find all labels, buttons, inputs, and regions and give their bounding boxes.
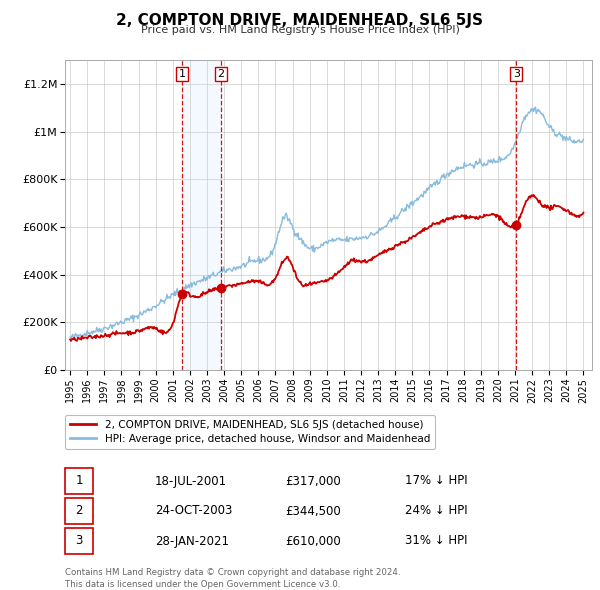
Legend: 2, COMPTON DRIVE, MAIDENHEAD, SL6 5JS (detached house), HPI: Average price, deta: 2, COMPTON DRIVE, MAIDENHEAD, SL6 5JS (d… <box>65 415 435 449</box>
Text: Contains HM Land Registry data © Crown copyright and database right 2024.
This d: Contains HM Land Registry data © Crown c… <box>65 568 401 589</box>
Text: 17% ↓ HPI: 17% ↓ HPI <box>405 474 467 487</box>
Text: 1: 1 <box>75 474 83 487</box>
Text: 2: 2 <box>217 69 224 79</box>
Text: 3: 3 <box>513 69 520 79</box>
Bar <box>182 60 221 370</box>
Text: 24-OCT-2003: 24-OCT-2003 <box>155 504 232 517</box>
Text: 31% ↓ HPI: 31% ↓ HPI <box>405 535 467 548</box>
Text: 24% ↓ HPI: 24% ↓ HPI <box>405 504 467 517</box>
Text: 2, COMPTON DRIVE, MAIDENHEAD, SL6 5JS: 2, COMPTON DRIVE, MAIDENHEAD, SL6 5JS <box>116 13 484 28</box>
Text: £317,000: £317,000 <box>285 474 341 487</box>
Text: £344,500: £344,500 <box>285 504 341 517</box>
Text: £610,000: £610,000 <box>285 535 341 548</box>
Text: 2: 2 <box>75 504 83 517</box>
Text: 28-JAN-2021: 28-JAN-2021 <box>155 535 229 548</box>
Text: Price paid vs. HM Land Registry's House Price Index (HPI): Price paid vs. HM Land Registry's House … <box>140 25 460 35</box>
Text: 18-JUL-2001: 18-JUL-2001 <box>155 474 227 487</box>
Text: 1: 1 <box>179 69 185 79</box>
Text: 3: 3 <box>76 535 83 548</box>
